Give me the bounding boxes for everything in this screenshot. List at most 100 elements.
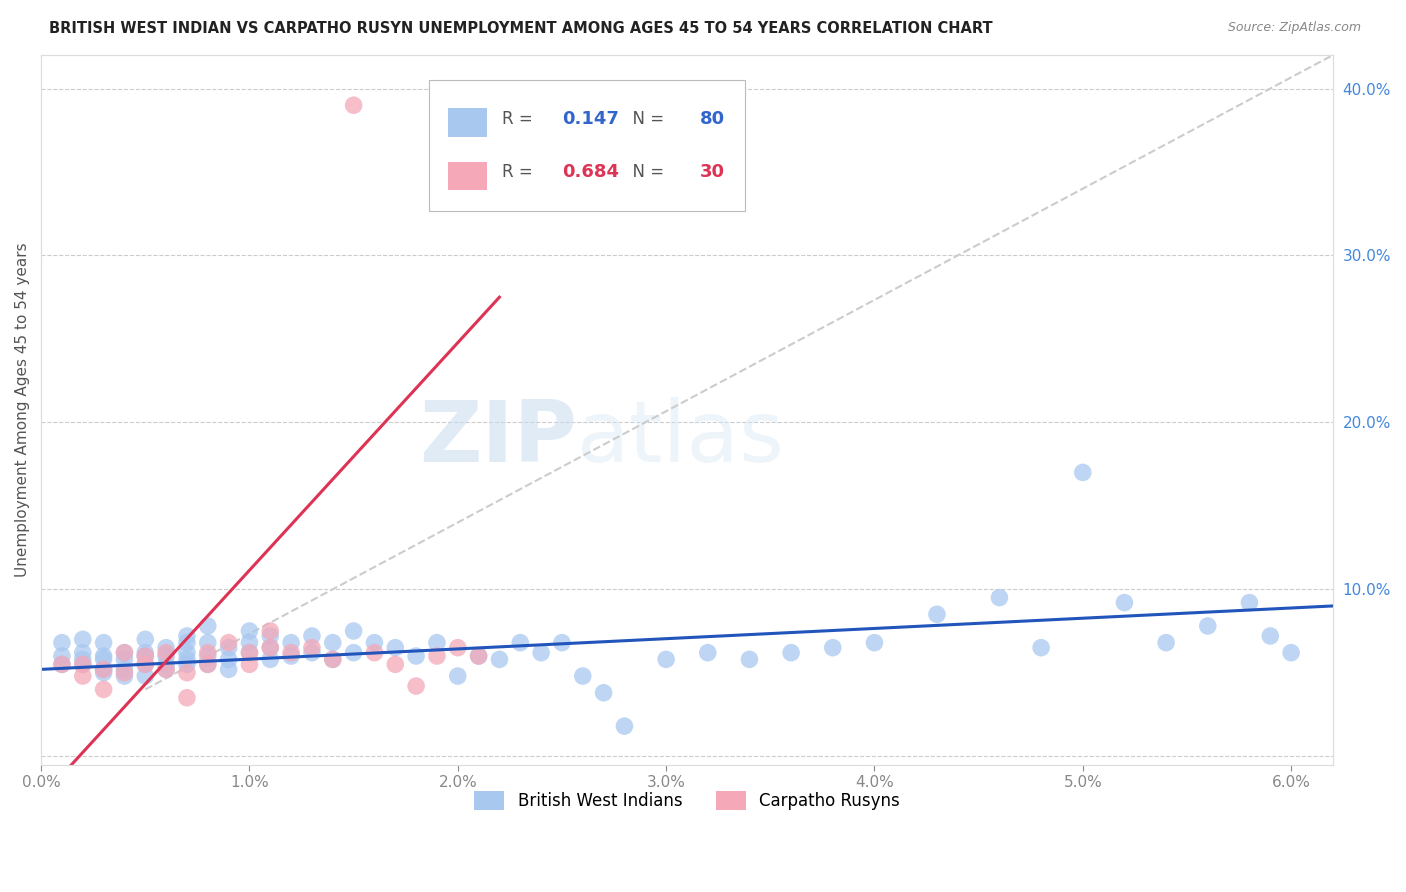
Point [343,624,366,638]
Point [488,652,510,666]
Point [155,657,177,672]
Point [343,98,366,112]
Point [447,640,470,655]
Point [322,635,344,649]
Point [72,669,94,683]
Point [72,632,94,647]
Point [72,657,94,672]
Point [134,669,156,683]
Point [259,652,281,666]
Point [134,632,156,647]
Point [1071,466,1094,480]
Point [218,662,240,676]
Legend: British West Indians, Carpatho Rusyns: British West Indians, Carpatho Rusyns [468,784,907,816]
Point [426,648,449,663]
Point [405,648,427,663]
Point [197,648,219,663]
Point [384,640,406,655]
Point [738,652,761,666]
Text: ZIP: ZIP [419,397,576,480]
Point [405,679,427,693]
Point [134,648,156,663]
Point [280,646,302,660]
Point [176,690,198,705]
Y-axis label: Unemployment Among Ages 45 to 54 years: Unemployment Among Ages 45 to 54 years [15,243,30,577]
Point [301,629,323,643]
Point [592,686,614,700]
Point [218,652,240,666]
Point [93,662,115,676]
Point [467,648,489,663]
Point [384,657,406,672]
Point [363,635,385,649]
Point [176,657,198,672]
Point [134,657,156,672]
Point [821,640,844,655]
Point [155,640,177,655]
Point [197,619,219,633]
Point [176,665,198,680]
Point [93,652,115,666]
Point [218,640,240,655]
Bar [449,161,486,190]
Point [93,648,115,663]
Point [1154,635,1177,649]
Point [363,646,385,660]
Point [238,646,260,660]
Point [134,648,156,663]
Point [51,648,73,663]
Point [114,669,136,683]
Point [197,657,219,672]
Point [322,652,344,666]
Point [259,640,281,655]
Point [197,646,219,660]
Point [238,624,260,638]
Text: Source: ZipAtlas.com: Source: ZipAtlas.com [1227,21,1361,34]
Point [134,646,156,660]
Point [51,657,73,672]
Point [1239,596,1261,610]
Text: BRITISH WEST INDIAN VS CARPATHO RUSYN UNEMPLOYMENT AMONG AGES 45 TO 54 YEARS COR: BRITISH WEST INDIAN VS CARPATHO RUSYN UN… [49,21,993,36]
Point [925,607,948,622]
Point [134,657,156,672]
Point [696,646,718,660]
Point [571,669,593,683]
Point [467,648,489,663]
Point [93,635,115,649]
Point [259,629,281,643]
Point [93,665,115,680]
Text: 0.684: 0.684 [561,163,619,181]
Text: 30: 30 [700,163,725,181]
Point [114,665,136,680]
Point [218,635,240,649]
Point [301,646,323,660]
Point [280,635,302,649]
Bar [449,108,486,136]
Point [197,657,219,672]
Point [155,646,177,660]
Point [655,652,678,666]
Point [1114,596,1136,610]
Text: R =: R = [502,163,538,181]
Point [93,682,115,697]
Point [114,646,136,660]
Point [447,669,470,683]
Point [176,635,198,649]
Text: N =: N = [623,163,669,181]
Point [551,635,574,649]
Point [176,646,198,660]
Point [530,646,553,660]
Point [72,646,94,660]
Text: R =: R = [502,110,538,128]
Point [280,648,302,663]
Point [426,635,449,649]
FancyBboxPatch shape [429,80,745,211]
Point [238,635,260,649]
Point [1197,619,1219,633]
Point [51,635,73,649]
Text: 0.147: 0.147 [561,110,619,128]
Point [155,648,177,663]
Point [72,652,94,666]
Point [197,635,219,649]
Text: atlas: atlas [576,397,785,480]
